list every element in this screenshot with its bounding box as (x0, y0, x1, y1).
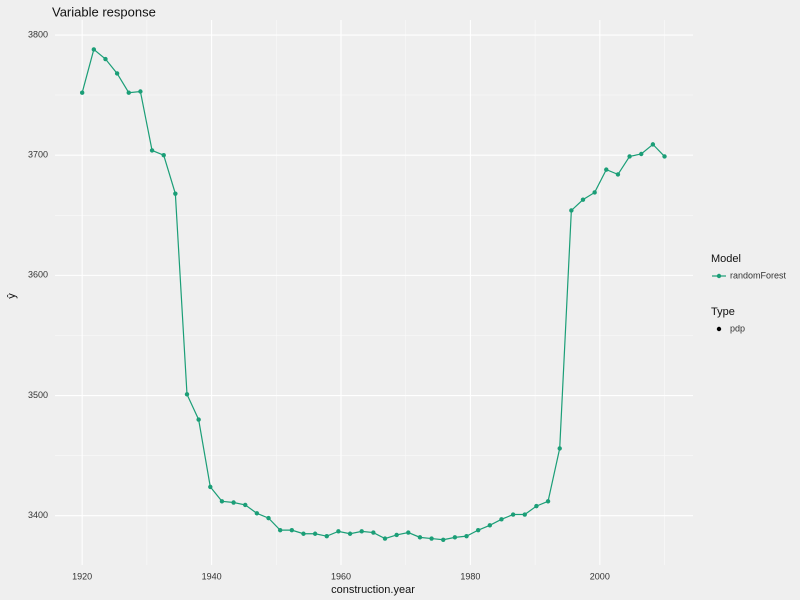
data-point (243, 502, 248, 508)
x-axis-label: construction.year (331, 584, 415, 596)
data-point (452, 535, 458, 540)
data-point (545, 499, 551, 504)
legend-title: Model (711, 253, 741, 265)
data-point (487, 523, 493, 528)
data-line (81, 48, 665, 541)
data-point (510, 512, 516, 517)
data-point (301, 531, 306, 536)
data-point (394, 532, 399, 538)
legend-title: Type (711, 306, 735, 318)
data-point (138, 89, 143, 94)
data-point (417, 535, 423, 540)
legend-point (716, 273, 722, 279)
data-point (371, 530, 376, 535)
y-tick-label: 3600 (28, 270, 48, 280)
data-point (173, 191, 178, 196)
data-point (557, 446, 562, 451)
data-point (464, 533, 469, 539)
y-tick-label: 3500 (28, 390, 48, 400)
x-tick-label: 2000 (590, 571, 610, 581)
data-point (312, 531, 318, 536)
data-point (429, 536, 434, 541)
data-point (359, 529, 364, 534)
data-point (406, 530, 411, 535)
y-tick-label: 3800 (28, 29, 48, 39)
y-tick-label: 3400 (28, 510, 48, 520)
data-point (441, 537, 446, 542)
data-point (580, 197, 586, 202)
data-point (161, 152, 166, 158)
data-point (615, 172, 621, 177)
x-tick-label: 1920 (72, 571, 92, 581)
data-point (126, 90, 131, 95)
data-point (114, 71, 120, 76)
data-point (522, 512, 527, 517)
data-point (475, 527, 481, 533)
data-point (219, 499, 225, 504)
data-point (208, 484, 213, 490)
data-point (254, 511, 260, 516)
data-point (592, 190, 597, 195)
data-point (569, 208, 574, 213)
data-point (604, 167, 609, 172)
x-tick-label: 1960 (331, 571, 351, 581)
legend-shape (716, 326, 722, 332)
y-tick-label: 3700 (28, 150, 48, 160)
data-point (103, 56, 108, 62)
data-point (662, 154, 667, 159)
data-point (79, 90, 85, 95)
data-point (627, 154, 632, 159)
data-point (277, 527, 283, 533)
y-axis-label: ŷ (6, 293, 18, 299)
data-point (184, 392, 190, 397)
legend-label: pdp (730, 323, 745, 333)
data-point (382, 536, 388, 541)
data-point (324, 533, 329, 539)
x-tick-label: 1980 (460, 571, 480, 581)
data-point (91, 47, 97, 52)
data-point (347, 531, 353, 536)
data-point (650, 142, 656, 147)
data-point (149, 148, 155, 153)
data-point (639, 151, 644, 157)
data-point (266, 515, 271, 521)
legend-label: randomForest (730, 270, 787, 280)
data-point (534, 503, 539, 509)
x-tick-label: 1940 (202, 571, 222, 581)
data-point (499, 517, 504, 522)
chart-title: Variable response (52, 4, 156, 19)
data-point (336, 529, 341, 534)
data-point (196, 417, 201, 422)
data-point (289, 527, 295, 533)
data-point (231, 500, 236, 505)
